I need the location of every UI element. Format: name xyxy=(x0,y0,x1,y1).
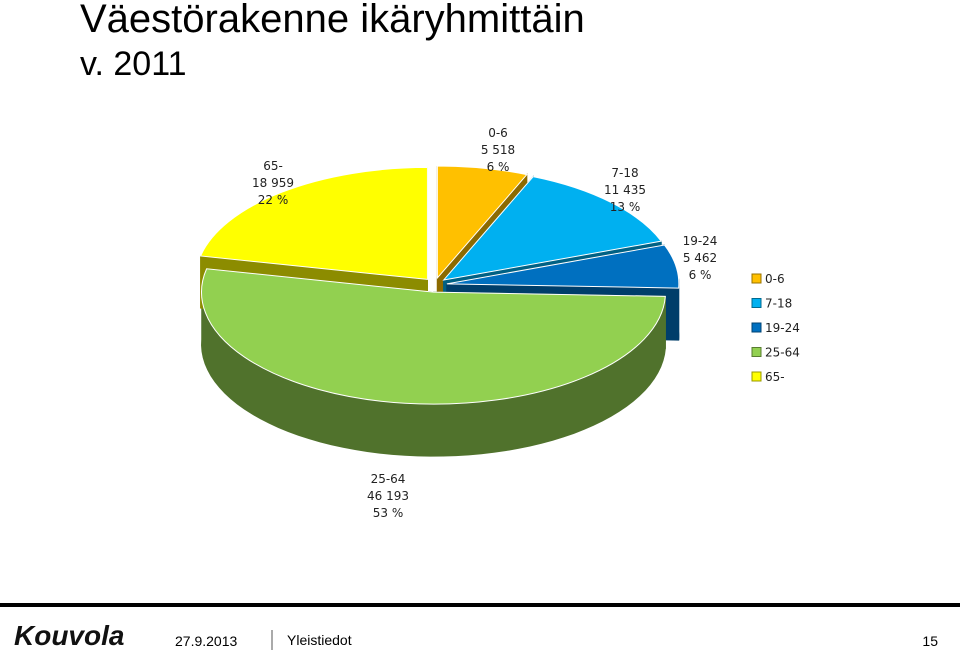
footer-section: Yleistiedot xyxy=(287,632,352,648)
data-label-value: 18 959 xyxy=(252,176,294,190)
data-label-category: 19-24 xyxy=(683,234,718,248)
slide-subtitle: v. 2011 xyxy=(80,45,186,83)
data-label-value: 11 435 xyxy=(604,183,646,197)
slice xyxy=(199,166,428,280)
data-label-percent: 6 % xyxy=(487,160,510,174)
slice xyxy=(446,244,680,289)
data-label-percent: 22 % xyxy=(258,193,289,207)
legend-label: 25-64 xyxy=(765,346,800,360)
data-label-percent: 53 % xyxy=(373,506,404,520)
legend-swatch xyxy=(751,371,762,382)
data-label-value: 5 518 xyxy=(481,143,515,157)
data-label-category: 65- xyxy=(263,159,283,173)
data-label-percent: 13 % xyxy=(610,200,641,214)
legend-label: 19-24 xyxy=(765,321,800,335)
data-label-value: 46 193 xyxy=(367,489,409,503)
legend-label: 65- xyxy=(765,370,785,384)
legend-swatch xyxy=(751,273,762,284)
legend-swatch xyxy=(751,298,762,308)
data-label-category: 7-18 xyxy=(611,166,638,180)
footer-rule xyxy=(0,603,960,607)
footer-date: 27.9.2013 xyxy=(175,633,237,649)
slice xyxy=(442,176,663,281)
slide-title: Väestörakenne ikäryhmittäin xyxy=(80,0,585,41)
legend-label: 7-18 xyxy=(765,297,792,311)
legend-swatch xyxy=(751,347,762,357)
data-label-category: 0-6 xyxy=(488,126,508,140)
legend-swatch xyxy=(751,322,762,333)
slice xyxy=(436,165,528,280)
chart: 0-6 5 518 6 % 7-18 11 435 13 % 19-24 5 462 6 % 25… xyxy=(199,126,800,520)
page-number: 15 xyxy=(922,633,938,649)
data-label-category: 25-64 xyxy=(371,472,406,486)
logo: Kouvola xyxy=(14,620,124,651)
slice xyxy=(201,268,666,405)
data-label-percent: 6 % xyxy=(689,268,712,282)
data-label-value: 5 462 xyxy=(683,251,717,265)
legend-label: 0-6 xyxy=(765,272,785,286)
